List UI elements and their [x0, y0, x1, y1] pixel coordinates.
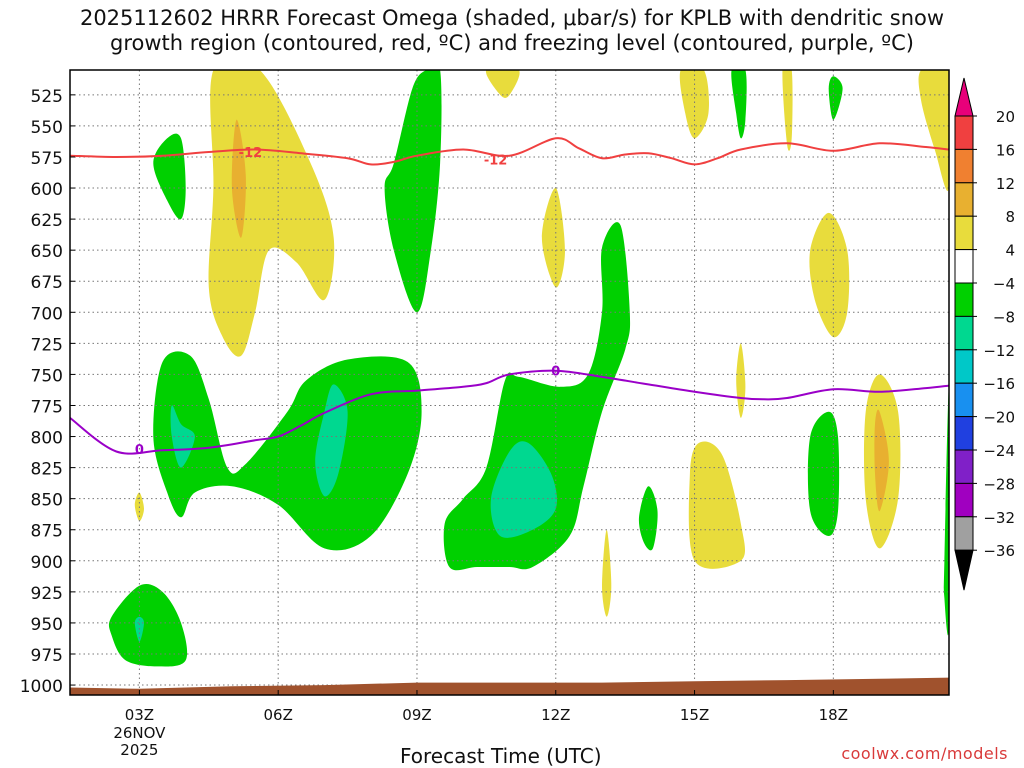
colorbar-label: 20 [996, 108, 1015, 126]
colorbar-label: −28 [983, 475, 1015, 493]
contour-label: -12 [484, 153, 508, 168]
x-tick-label: 18Z [819, 706, 848, 724]
y-tick-label: 825 [31, 460, 63, 480]
omega-region-yellow-top-17z [782, 70, 793, 151]
colorbar-bottom-arrow [954, 549, 974, 591]
omega-region-green-18z [807, 411, 840, 536]
y-tick-label: 1000 [20, 677, 63, 697]
terrain [70, 677, 949, 695]
contour-layer: -12 -12 0 0 [70, 137, 949, 458]
y-tick-label: 800 [31, 429, 63, 449]
omega-region-green-top-16z [731, 70, 747, 139]
x-tick-label: 09Z [402, 706, 431, 724]
colorbar-label: −24 [983, 442, 1015, 460]
x-axis-title: Forecast Time (UTC) [400, 744, 602, 768]
y-axis: 525 550 575 600 625 650 675 700 725 750 775 800 825 8… [20, 87, 75, 697]
colorbar-label: 8 [1005, 208, 1015, 226]
y-tick-label: 875 [31, 522, 63, 542]
colorbar-label: 16 [996, 141, 1015, 159]
omega-region-yellow-16z-thin [736, 343, 746, 418]
y-tick-label: 975 [31, 646, 63, 666]
omega-region-orange-19z [874, 409, 889, 512]
omega-region-green-bottom-03z [108, 584, 188, 667]
y-tick-label: 725 [31, 335, 63, 355]
y-tick-label: 700 [31, 304, 63, 324]
omega-region-green-11-13z [443, 222, 631, 571]
contour-line-1 [70, 369, 949, 455]
colorbar-segment [954, 516, 974, 551]
x-tick-label: 06Z [263, 706, 292, 724]
omega-region-green-right-20z [943, 386, 949, 636]
y-tick-label: 775 [31, 397, 63, 417]
grid-layer [70, 70, 949, 695]
omega-region-green-04z [153, 133, 186, 220]
omega-region-yellow-15-16z [688, 441, 746, 569]
y-tick-label: 950 [31, 615, 63, 635]
omega-region-green-band-03-07z [153, 351, 422, 551]
omega-region-yellow-top-11z [485, 70, 520, 98]
colorbar-segment [954, 148, 974, 184]
colorbar-segment [954, 315, 974, 351]
x-tick-sublabel: 2025 [120, 741, 158, 759]
x-tick-label: 12Z [541, 706, 570, 724]
chart-title: 2025112602 HRRR Forecast Omega (shaded, … [79, 6, 945, 55]
omega-shading-layer [108, 70, 949, 667]
y-tick-label: 600 [31, 180, 63, 200]
omega-region-teal-07z [315, 384, 348, 497]
colorbar-label: 4 [1005, 242, 1015, 260]
y-tick-label: 675 [31, 273, 63, 293]
y-tick-label: 850 [31, 491, 63, 511]
credit-text: coolwx.com/models [841, 744, 1008, 763]
omega-region-yellow-13z [602, 529, 612, 617]
colorbar-segment [954, 282, 974, 317]
colorbar-label: −20 [983, 409, 1015, 427]
colorbar-segment [954, 482, 974, 518]
y-tick-label: 650 [31, 242, 63, 262]
x-tick-label: 03Z [125, 706, 154, 724]
colorbar-segment [954, 115, 974, 150]
colorbar-label: −32 [983, 509, 1015, 527]
omega-region-green-18z-small [828, 76, 843, 120]
colorbar-label: 12 [996, 175, 1015, 193]
colorbar-segment [954, 449, 974, 484]
y-tick-label: 900 [31, 553, 63, 573]
omega-region-yellow-06z [208, 70, 335, 357]
plot-frame [69, 69, 950, 696]
colorbar-top-arrow [954, 77, 974, 117]
colorbar-segment [954, 249, 974, 284]
omega-region-yellow-top-15z [679, 70, 710, 139]
colorbar-segment [954, 349, 974, 384]
colorbar-label: −4 [993, 275, 1015, 293]
colorbar-label: −8 [993, 308, 1015, 326]
y-tick-label: 625 [31, 211, 63, 231]
colorbar-segment [954, 382, 974, 418]
y-tick-label: 550 [31, 118, 63, 138]
colorbar-segment [954, 182, 974, 217]
omega-region-yellow-12z [541, 187, 565, 288]
omega-region-green-top-09z [384, 70, 442, 313]
omega-region-yellow-top-20z [918, 70, 949, 191]
y-tick-label: 525 [31, 87, 63, 107]
x-tick-label: 15Z [680, 706, 709, 724]
omega-region-yellow-18z [809, 212, 850, 338]
contour-label: -12 [239, 146, 263, 161]
colorbar-label: −16 [983, 375, 1015, 393]
colorbar-segment [954, 416, 974, 451]
colorbar: 20 16 12 8 4 −4 −8 −12 −16 −20 −24 −28 −32 −36 [954, 77, 1015, 591]
y-tick-label: 925 [31, 584, 63, 604]
colorbar-segment [954, 215, 974, 251]
terrain-layer [70, 677, 949, 695]
colorbar-label: −12 [983, 342, 1015, 360]
omega-region-teal-11z [490, 441, 558, 538]
contour-label: 0 [135, 443, 144, 458]
omega-region-green-14z [638, 486, 658, 551]
colorbar-label: −36 [983, 542, 1015, 560]
contour-line-0 [70, 137, 949, 166]
y-tick-label: 750 [31, 366, 63, 386]
y-tick-label: 575 [31, 149, 63, 169]
x-tick-sublabel: 26NOV [113, 724, 166, 742]
contour-label: 0 [551, 365, 560, 380]
